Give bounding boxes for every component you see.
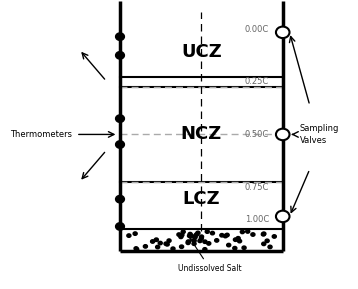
Circle shape xyxy=(196,231,200,235)
Circle shape xyxy=(192,239,196,242)
Circle shape xyxy=(272,235,276,238)
Circle shape xyxy=(203,248,207,251)
Circle shape xyxy=(276,211,290,222)
Circle shape xyxy=(225,233,229,237)
Circle shape xyxy=(135,248,139,251)
Circle shape xyxy=(116,52,125,59)
Text: 1.00C: 1.00C xyxy=(245,215,269,224)
Circle shape xyxy=(167,239,171,242)
Circle shape xyxy=(181,230,185,234)
Text: 0.25C: 0.25C xyxy=(245,77,269,86)
Circle shape xyxy=(262,242,266,246)
Circle shape xyxy=(116,195,125,203)
Circle shape xyxy=(151,240,155,243)
Circle shape xyxy=(262,232,266,236)
Circle shape xyxy=(165,242,169,246)
Text: 0.75C: 0.75C xyxy=(245,183,269,192)
Circle shape xyxy=(207,242,211,245)
Circle shape xyxy=(158,241,162,245)
Circle shape xyxy=(194,233,198,236)
Circle shape xyxy=(233,238,237,241)
Circle shape xyxy=(220,234,224,237)
Circle shape xyxy=(180,245,184,249)
Circle shape xyxy=(198,239,202,242)
Circle shape xyxy=(187,240,190,243)
Circle shape xyxy=(276,27,290,38)
Text: Undissolved Salt: Undissolved Salt xyxy=(178,238,242,273)
Circle shape xyxy=(116,141,125,148)
Circle shape xyxy=(246,230,250,233)
Circle shape xyxy=(199,235,204,238)
Circle shape xyxy=(227,243,231,247)
Circle shape xyxy=(240,230,245,234)
Circle shape xyxy=(127,234,131,237)
Circle shape xyxy=(177,233,181,236)
Circle shape xyxy=(265,239,269,242)
Circle shape xyxy=(154,238,158,241)
Circle shape xyxy=(199,237,203,240)
Circle shape xyxy=(188,232,192,236)
Circle shape xyxy=(215,239,219,242)
Text: Valves: Valves xyxy=(300,136,327,145)
Circle shape xyxy=(190,234,194,238)
Circle shape xyxy=(268,245,272,249)
Circle shape xyxy=(203,240,207,243)
Circle shape xyxy=(156,245,160,249)
Circle shape xyxy=(188,234,192,238)
Circle shape xyxy=(133,232,137,235)
Circle shape xyxy=(251,233,255,236)
Circle shape xyxy=(180,233,184,237)
Circle shape xyxy=(205,230,209,233)
Circle shape xyxy=(192,242,196,245)
Text: 0.50C: 0.50C xyxy=(245,130,269,139)
Circle shape xyxy=(179,235,183,239)
Circle shape xyxy=(242,246,246,249)
Text: Sampling: Sampling xyxy=(300,124,339,133)
Circle shape xyxy=(171,247,175,251)
Circle shape xyxy=(164,242,168,245)
Circle shape xyxy=(193,236,197,239)
Text: Thermometers: Thermometers xyxy=(10,130,73,139)
Circle shape xyxy=(237,239,242,243)
Circle shape xyxy=(134,247,138,250)
Text: UCZ: UCZ xyxy=(181,43,222,62)
Circle shape xyxy=(236,236,240,240)
Circle shape xyxy=(261,233,265,236)
Circle shape xyxy=(211,231,214,235)
Circle shape xyxy=(233,247,237,250)
Text: 0.00C: 0.00C xyxy=(245,25,269,34)
Circle shape xyxy=(143,245,147,248)
Circle shape xyxy=(276,129,290,140)
Circle shape xyxy=(186,241,190,244)
Text: NCZ: NCZ xyxy=(181,125,222,143)
Circle shape xyxy=(116,223,125,230)
Circle shape xyxy=(223,234,227,238)
Text: LCZ: LCZ xyxy=(183,190,220,208)
Circle shape xyxy=(116,33,125,40)
Circle shape xyxy=(116,115,125,122)
